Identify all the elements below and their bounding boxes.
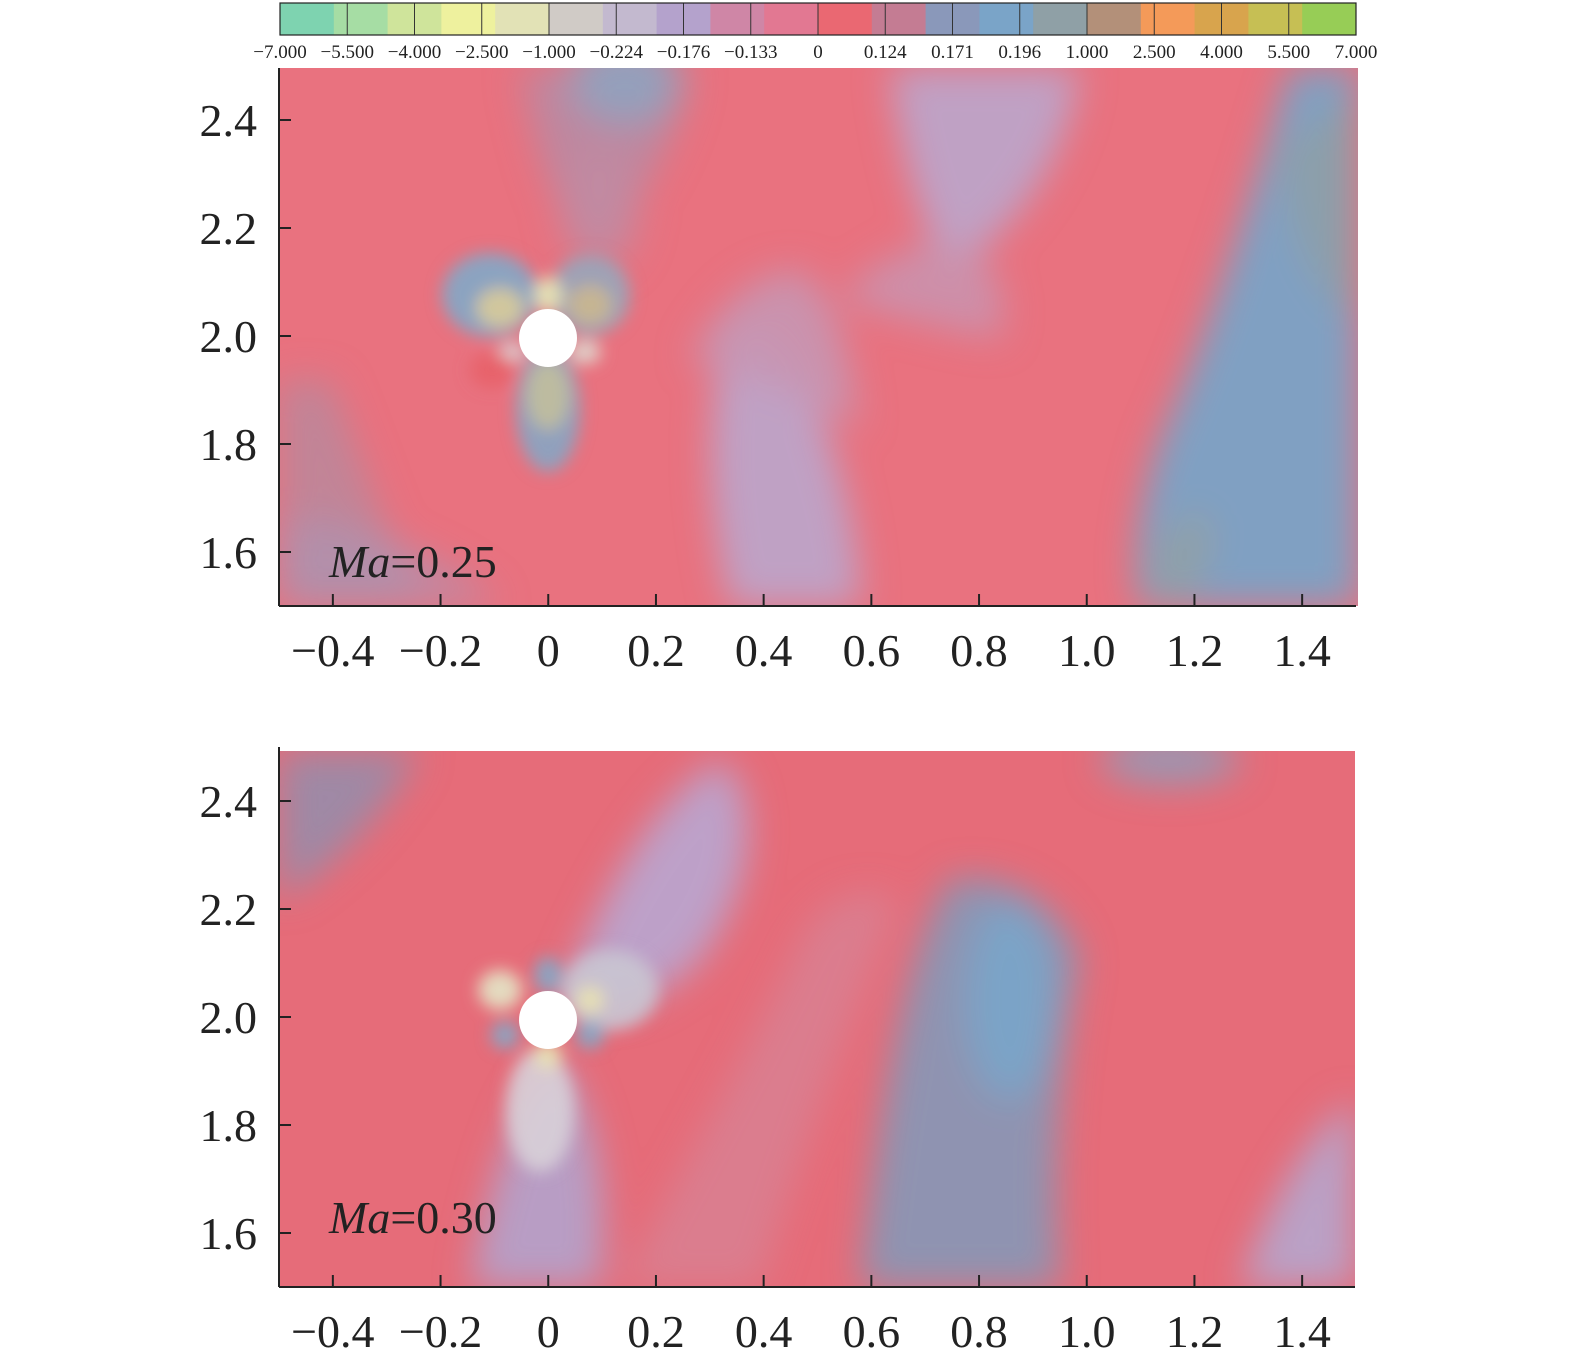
colorbar-label: 4.000 [1200, 42, 1243, 63]
colorbar-labels: −7.000 −5.500 −4.000 −2.500 −1.000 −0.224 −0.1… [253, 42, 1377, 63]
x-tick-label: 1.0 [1058, 625, 1116, 676]
colorbar-cell [333, 3, 389, 35]
colorbar-label: 0.124 [864, 42, 907, 63]
colorbar-cell [818, 3, 873, 35]
x-tick-label: 0 [537, 1306, 560, 1357]
x-tick-label: 0.2 [627, 1306, 685, 1357]
x-tick-label: 1.4 [1273, 625, 1331, 676]
x-tick-label: 1.2 [1166, 625, 1224, 676]
y-tick-label: 1.6 [200, 1208, 258, 1259]
colorbar-cell [1033, 3, 1088, 35]
x-tick-label: 0.4 [735, 1306, 793, 1357]
colorbar-label: −1.000 [522, 42, 575, 63]
colorbar-label: −7.000 [253, 42, 306, 63]
y-tick-label: 2.4 [200, 776, 258, 827]
x-tick-label: 0.8 [950, 1306, 1008, 1357]
colorbar-cell [1140, 3, 1196, 35]
ticks-b: −0.4 −0.2 0 0.2 0.4 0.6 0.8 1.0 1.2 1.4 1.6 1.8 2.0 2… [200, 776, 1331, 1357]
axes-b: −0.4 −0.2 0 0.2 0.4 0.6 0.8 1.0 1.2 1.4 1.6 1.8 2.0 2… [200, 747, 1355, 1357]
colorbar-label: 5.500 [1267, 42, 1310, 63]
cylinder-a [519, 309, 577, 367]
colorbar-label: 0 [813, 42, 823, 63]
ticks-a: −0.4 −0.2 0 0.2 0.4 0.6 0.8 1.0 1.2 1.4 1.6 1.8 2.0 2… [200, 95, 1331, 676]
contour-field-b [279, 751, 1355, 1287]
colorbar-label: −2.500 [455, 42, 508, 63]
x-tick-label: 0.6 [843, 1306, 901, 1357]
colorbar-label: 1.000 [1066, 42, 1109, 63]
x-tick-label: −0.2 [399, 625, 482, 676]
y-tick-label: 2.2 [200, 884, 258, 935]
y-tick-label: 1.8 [200, 1100, 258, 1151]
x-tick-label: −0.2 [399, 1306, 482, 1357]
colorbar-cell [710, 3, 765, 35]
y-tick-label: 2.0 [200, 311, 258, 362]
colorbar-label: −0.224 [590, 42, 644, 63]
colorbar-cell [602, 3, 658, 35]
colorbar-label: −0.176 [657, 42, 710, 63]
colorbar-cell [549, 3, 604, 35]
colorbar-label: −4.000 [388, 42, 441, 63]
x-tick-label: 1.0 [1058, 1306, 1116, 1357]
y-tick-label: 2.4 [200, 95, 258, 146]
ma-label-a: Ma=0.25 [328, 536, 497, 587]
colorbar-cell [441, 3, 496, 35]
x-tick-label: 0 [537, 625, 560, 676]
y-tick-label: 1.6 [200, 527, 258, 578]
colorbar: −7.000 −5.500 −4.000 −2.500 −1.000 −0.224 −0.1… [253, 2, 1377, 63]
colorbar-cell [1302, 3, 1357, 35]
colorbar-cell [871, 3, 927, 35]
colorbar-label: 0.196 [998, 42, 1041, 63]
colorbar-label: 2.500 [1133, 42, 1176, 63]
cylinder-b [519, 991, 577, 1049]
colorbar-cell [280, 3, 335, 35]
x-tick-label: 0.8 [950, 625, 1008, 676]
x-tick-label: 0.2 [627, 625, 685, 676]
ma-label-b: Ma=0.30 [328, 1192, 497, 1243]
colorbar-cell [979, 3, 1034, 35]
colorbar-label: 0.171 [931, 42, 974, 63]
x-tick-label: 1.2 [1166, 1306, 1224, 1357]
panel-ma-025: −0.4 −0.2 0 0.2 0.4 0.6 0.8 1.0 1.2 1.4 1.6 1.8 2.0 2… [200, 68, 1358, 676]
colorbar-cell [764, 3, 819, 35]
contour-field-a [279, 68, 1358, 606]
colorbar-label: −5.500 [321, 42, 374, 63]
x-tick-label: −0.4 [291, 625, 374, 676]
colorbar-cell [1087, 3, 1142, 35]
x-tick-label: −0.4 [291, 1306, 374, 1357]
x-tick-label: 0.6 [843, 625, 901, 676]
y-tick-label: 1.8 [200, 419, 258, 470]
colorbar-cell [495, 3, 550, 35]
colorbar-border [279, 2, 1357, 36]
colorbar-cells [280, 3, 1357, 35]
y-tick-label: 2.0 [200, 992, 258, 1043]
axes-a: −0.4 −0.2 0 0.2 0.4 0.6 0.8 1.0 1.2 1.4 1.6 1.8 2.0 2… [200, 68, 1356, 676]
colorbar-label: 7.000 [1335, 42, 1378, 63]
x-tick-label: 1.4 [1273, 1306, 1331, 1357]
panel-ma-030: −0.4 −0.2 0 0.2 0.4 0.6 0.8 1.0 1.2 1.4 1.6 1.8 2.0 2… [200, 747, 1355, 1357]
x-tick-label: 0.4 [735, 625, 793, 676]
y-tick-label: 2.2 [200, 203, 258, 254]
colorbar-label: −0.133 [724, 42, 777, 63]
colorbar-cell [1248, 3, 1303, 35]
